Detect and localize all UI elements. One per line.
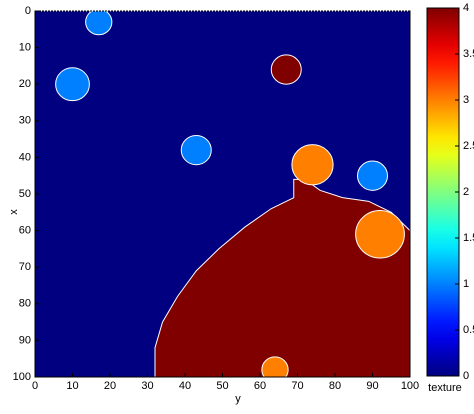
y-tick-label: 20 (19, 78, 31, 90)
y-tick-label: 0 (25, 5, 31, 17)
x-tick-label: 70 (291, 380, 303, 392)
colorbar-tick-label: 4 (463, 2, 469, 14)
y-tick-label: 100 (13, 371, 31, 383)
x-tick-label: 10 (66, 380, 78, 392)
colorbar-label: texture (428, 382, 462, 394)
region (355, 209, 405, 259)
region (85, 11, 113, 36)
colorbar-tick-label: 1 (463, 278, 469, 290)
y-tick-label: 60 (19, 225, 31, 237)
region (270, 54, 302, 85)
x-tick-label: 0 (32, 380, 38, 392)
colorbar-tick-label: 2 (463, 186, 469, 198)
y-tick-label: 70 (19, 261, 31, 273)
regions (55, 11, 410, 377)
x-tick-label: 20 (104, 380, 116, 392)
colorbar-tick-label: 3.5 (463, 48, 474, 60)
x-tick-label: 60 (254, 380, 266, 392)
x-tick-label: 100 (401, 380, 419, 392)
x-tick-label: 90 (366, 380, 378, 392)
colorbar-tick-label: 1.5 (463, 232, 474, 244)
region (357, 160, 388, 191)
y-axis-label: x (8, 209, 20, 215)
colorbar-tick-label: 2.5 (463, 140, 474, 152)
colorbar-tick-label: 0 (463, 370, 469, 382)
region (55, 67, 90, 102)
x-axis-label: y (235, 393, 241, 405)
x-tick-label: 40 (179, 380, 191, 392)
x-tick-label: 30 (141, 380, 153, 392)
y-tick-label: 90 (19, 334, 31, 346)
x-tick-label: 50 (216, 380, 228, 392)
colorbar-tick-label: 0.5 (463, 324, 474, 336)
colorbar (426, 7, 460, 377)
y-tick-label: 10 (19, 42, 31, 54)
y-tick-label: 40 (19, 151, 31, 163)
y-tick-label: 80 (19, 298, 31, 310)
region (261, 356, 289, 377)
x-tick-label: 80 (329, 380, 341, 392)
colorbar-tick-label: 3 (463, 94, 469, 106)
region (291, 144, 334, 186)
y-tick-label: 30 (19, 115, 31, 127)
y-tick-label: 50 (19, 188, 31, 200)
region (180, 134, 212, 166)
